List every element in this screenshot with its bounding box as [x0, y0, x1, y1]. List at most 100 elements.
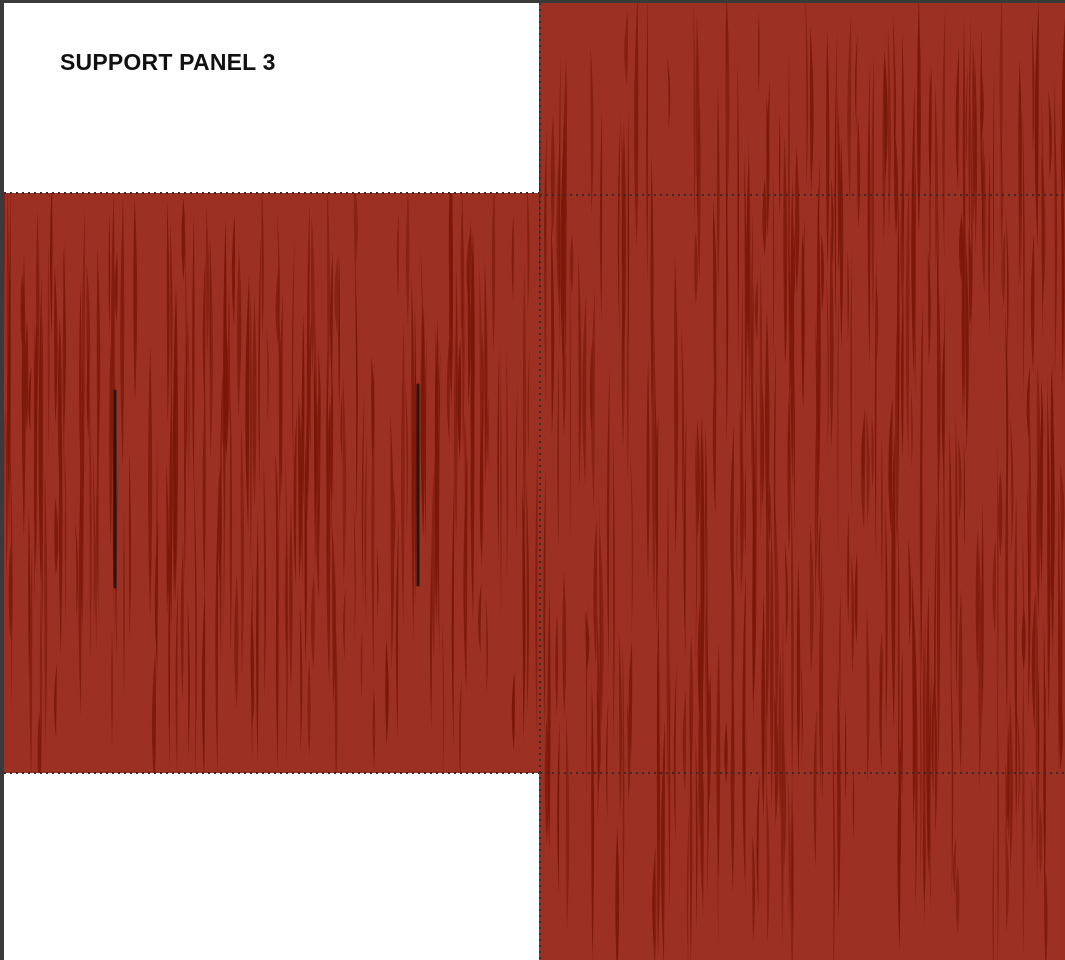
wood-grain-streak [694, 418, 698, 661]
wood-grain-streak [228, 279, 231, 434]
wood-grain-streak [395, 518, 399, 739]
wood-grain-streak [821, 233, 825, 311]
wood-grain-streak [958, 437, 962, 521]
wood-grain-streak [651, 315, 656, 612]
wood-grain-streak [646, 358, 650, 582]
wood-grain-streak [963, 438, 966, 551]
wood-grain-streak [338, 256, 340, 412]
wood-grain-streak [168, 531, 171, 770]
wood-grain-streak [832, 203, 834, 264]
wood-grain-streak [793, 226, 796, 300]
wood-grain-streak [851, 554, 855, 676]
wood-grain-streak [78, 281, 82, 475]
wood-grain-streak [376, 547, 379, 617]
wood-grain-streak [497, 344, 500, 561]
wood-grain-streak [934, 84, 938, 273]
wood-grain-streak [392, 476, 396, 558]
wood-grain-streak [834, 30, 838, 333]
wood-grain-streak [814, 399, 817, 628]
wood-grain-streak [787, 52, 790, 342]
wood-grain-streak [744, 721, 747, 905]
wood-grain-streak [457, 338, 462, 461]
wood-grain-streak [284, 532, 287, 655]
wood-grain-streak [908, 537, 912, 646]
wood-grain-streak [596, 606, 600, 821]
wood-grain-streak [765, 308, 770, 535]
wood-grain-streak [751, 270, 755, 531]
wood-grain-streak [926, 583, 930, 876]
wood-grain-streak [484, 259, 488, 487]
wood-grain-streak [293, 411, 297, 587]
wood-grain-streak [697, 103, 701, 282]
wood-grain-streak [755, 366, 757, 626]
wood-grain-streak [627, 108, 630, 366]
wood-grain-streak [770, 513, 774, 812]
wood-grain-streak [698, 651, 701, 719]
wood-grain-streak [621, 122, 626, 369]
wood-grain-streak [761, 384, 765, 508]
wood-grain-streak [818, 513, 822, 601]
wood-grain-streak [515, 385, 518, 540]
wood-grain-streak [396, 211, 399, 298]
wood-grain-streak [115, 472, 119, 664]
wood-grain-streak [185, 231, 188, 489]
wood-grain-streak [700, 412, 705, 728]
wood-grain-streak [9, 193, 11, 486]
wood-grain-streak [787, 392, 791, 485]
wood-grain-streak [712, 343, 717, 516]
wood-grain-streak [796, 560, 801, 779]
wood-grain-streak [458, 676, 462, 773]
wood-grain-streak [867, 61, 871, 303]
wood-grain-streak [234, 573, 239, 710]
wood-grain-streak [942, 3, 946, 261]
wood-grain-streak [128, 451, 132, 641]
wood-grain-streak [1005, 821, 1009, 933]
wood-grain-streak [411, 274, 415, 586]
wood-grain-streak [1032, 22, 1035, 154]
wood-grain-streak [278, 300, 282, 526]
wood-grain-streak [962, 17, 966, 295]
wood-grain-streak [757, 11, 760, 95]
wood-grain-streak [955, 46, 959, 190]
wood-grain-streak [28, 366, 32, 433]
wood-grain-streak [275, 452, 278, 566]
wood-grain-streak [353, 193, 358, 271]
wood-grain-streak [28, 505, 31, 679]
wood-grain-streak [526, 479, 530, 716]
wood-grain-streak [997, 442, 999, 732]
wood-grain-streak [1017, 711, 1020, 814]
wood-grain-streak [251, 563, 253, 760]
wood-grain-streak [922, 807, 927, 904]
wood-grain-streak [446, 326, 451, 445]
wood-grain-streak [202, 382, 206, 598]
wood-grain-streak [261, 193, 264, 343]
wood-grain-streak [1053, 79, 1058, 376]
wood-grain-streak [1063, 177, 1065, 388]
wood-grain-streak [815, 319, 819, 575]
wood-grain-streak [783, 135, 788, 361]
wood-grain-streak [133, 195, 138, 403]
wood-grain-streak [936, 473, 941, 771]
wood-grain-streak [298, 393, 303, 581]
wood-grain-streak [334, 553, 337, 714]
wood-grain-streak [613, 432, 615, 749]
wood-grain-streak [54, 497, 59, 577]
wood-grain-streak [698, 704, 701, 843]
wood-grain-streak [24, 319, 29, 433]
wood-grain-streak [866, 607, 870, 786]
wood-grain-streak [725, 3, 730, 217]
wood-grain-streak [455, 252, 458, 433]
wood-grain-streak [511, 214, 514, 301]
wood-grain-streak [897, 714, 902, 903]
wood-grain-streak [181, 196, 186, 282]
wood-grain-streak [850, 249, 853, 513]
wood-grain-streak [460, 193, 464, 359]
die-cut-template [4, 3, 1065, 960]
wood-grain-streak [405, 379, 409, 535]
wood-grain-streak [245, 270, 250, 532]
wood-grain-streak [606, 365, 610, 672]
wood-grain-streak [250, 286, 252, 571]
wood-grain-streak [992, 538, 996, 635]
wood-grain-streak [704, 425, 708, 583]
wood-grain-streak [591, 678, 595, 960]
